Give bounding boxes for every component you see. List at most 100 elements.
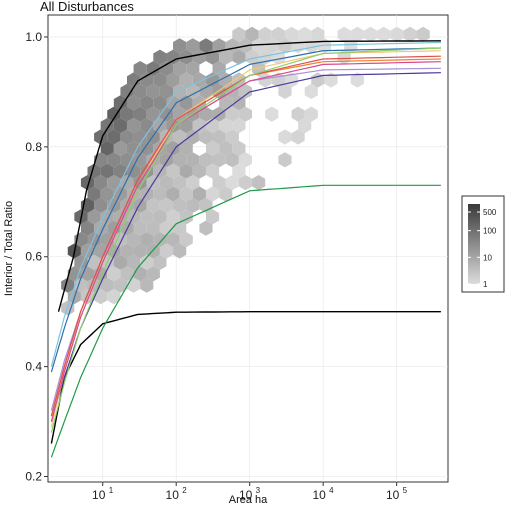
y-tick-label: 0.6 xyxy=(25,250,42,264)
hexbin-cell xyxy=(205,140,220,156)
hexbin-cell xyxy=(298,118,312,134)
hexbin-cell xyxy=(133,61,147,77)
chart-title: All Disturbances xyxy=(40,0,134,14)
series-line xyxy=(50,47,441,373)
hexbin-cell xyxy=(87,254,101,270)
hexbin-cell xyxy=(94,289,108,305)
hexbin-cell xyxy=(265,106,279,122)
series-line xyxy=(57,40,441,312)
hexbin-cell xyxy=(94,175,108,191)
hexbin-cell xyxy=(140,277,154,293)
hexbin-cell xyxy=(199,83,213,99)
x-tick-exponent: 1 xyxy=(109,486,114,495)
hexbin-cell xyxy=(324,72,338,88)
fit-lines xyxy=(50,40,441,458)
hexbin-cell xyxy=(278,83,292,99)
legend: 1 10 100 500 xyxy=(461,195,505,293)
hexbin-cell xyxy=(146,243,160,259)
hexbin-cell xyxy=(350,26,364,42)
hexbin-cell xyxy=(166,140,180,156)
hexbin-cell xyxy=(100,232,114,248)
hexbin-cell xyxy=(107,175,121,191)
hexbin-cell xyxy=(265,38,279,54)
hexbin-cell xyxy=(205,209,220,225)
hexbin-cell xyxy=(166,209,180,225)
hexbin-cell xyxy=(205,186,220,202)
hexbin-cell xyxy=(94,220,108,236)
hexbin-cell xyxy=(159,197,174,213)
hexbin-cell xyxy=(133,129,147,145)
legend-tick-label: 10 xyxy=(483,253,492,262)
hexbin-cell xyxy=(245,26,259,42)
hexbin-cell xyxy=(113,95,127,111)
hexbin-cell xyxy=(192,186,206,202)
hexbin-cell xyxy=(179,72,193,88)
hexbin-cell xyxy=(199,106,213,122)
y-tick-label: 0.2 xyxy=(25,470,42,484)
series-line xyxy=(50,41,441,367)
hexbin-cell xyxy=(179,118,193,134)
hexbin-cell xyxy=(173,129,187,145)
hexbin-cell xyxy=(304,83,318,99)
hexbin-cell xyxy=(219,186,233,202)
hexbin-cell xyxy=(113,118,127,134)
hexbin-cell xyxy=(186,197,200,213)
x-tick-exponent: 5 xyxy=(403,486,408,495)
hexbin-cell xyxy=(100,140,114,156)
hexbin-cell xyxy=(179,163,193,179)
hexbin-cell xyxy=(107,152,121,168)
hexbin-cell xyxy=(146,197,160,213)
hexbin-cell xyxy=(159,175,174,191)
hexbin-cell xyxy=(126,254,141,270)
hexbin-cell xyxy=(232,118,246,134)
legend-colorbar xyxy=(468,204,480,284)
hexbin-cell xyxy=(225,129,239,145)
hexbin-cell xyxy=(173,152,187,168)
hexbin-cell xyxy=(153,209,167,225)
y-tick-label: 1.0 xyxy=(25,30,42,44)
hexbin-cell xyxy=(173,106,187,122)
hexbin-cell xyxy=(192,118,206,134)
hexbin-cell xyxy=(238,175,253,191)
hexbin-cell xyxy=(126,232,141,248)
hexbin-cell xyxy=(153,186,167,202)
hexbin-cell xyxy=(126,118,141,134)
x-tick-label: 10 xyxy=(166,488,180,502)
hexbin-cell xyxy=(311,26,325,42)
hexbin-cell xyxy=(100,186,114,202)
x-tick-label: 10 xyxy=(92,488,106,502)
hexbin-cell xyxy=(212,61,226,77)
hexbin-cell xyxy=(291,129,305,145)
hexbin-cell xyxy=(146,83,160,99)
hexbin-cell xyxy=(120,83,134,99)
hexbin-cell xyxy=(232,140,246,156)
hexbin-cell xyxy=(225,152,239,168)
hexbin-cell xyxy=(140,72,154,88)
hexbin-cell xyxy=(219,140,233,156)
hexbin-cell xyxy=(113,277,127,293)
hexbin-cell xyxy=(390,26,404,42)
hexbin-cell xyxy=(94,197,108,213)
hexbin-cell xyxy=(87,232,101,248)
hexbin-cell xyxy=(126,140,141,156)
x-tick-exponent: 4 xyxy=(329,486,334,495)
hexbin-cell xyxy=(186,152,200,168)
hexbin-cell xyxy=(377,26,391,42)
hexbin-cell xyxy=(271,26,285,42)
hexbin-cell xyxy=(219,95,233,111)
hexbin-cell xyxy=(225,175,239,191)
hexbin-cell xyxy=(186,129,200,145)
hexbin-cell xyxy=(133,243,147,259)
hexbin-cell xyxy=(291,106,305,122)
hexbin-cell xyxy=(212,175,226,191)
hexbin-cell xyxy=(126,163,141,179)
hexbin-cell xyxy=(80,220,95,236)
hexbin-cell xyxy=(212,38,226,54)
hexbin-cell xyxy=(205,72,220,88)
hexbin-cell xyxy=(140,140,154,156)
hexbin-cell xyxy=(146,220,160,236)
hexbin-cell xyxy=(205,163,220,179)
hexbin-cell xyxy=(179,186,193,202)
series-line xyxy=(50,72,441,422)
